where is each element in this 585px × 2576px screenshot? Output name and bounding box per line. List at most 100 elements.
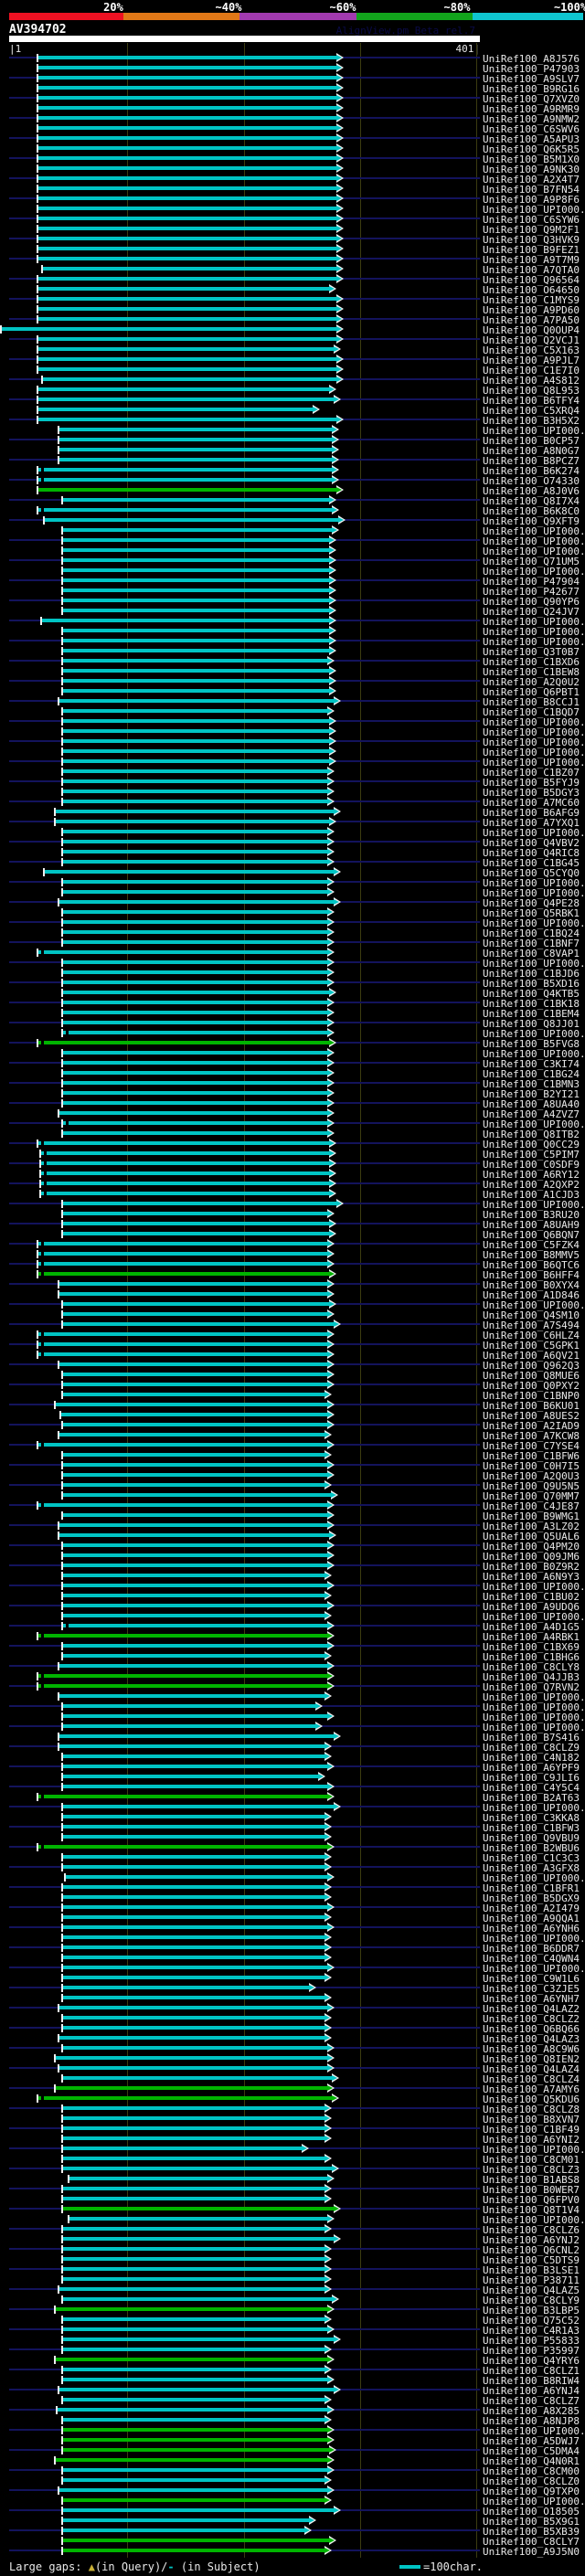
alignment-bar[interactable] bbox=[62, 1131, 327, 1135]
subject-label[interactable]: UniRef100_P38711 bbox=[483, 2274, 580, 2286]
subject-label[interactable]: UniRef100_C6SWV6 bbox=[483, 123, 580, 135]
alignment-bar[interactable] bbox=[62, 2207, 334, 2210]
alignment-bar[interactable] bbox=[62, 930, 327, 934]
subject-label[interactable]: UniRef100_C9JLI6 bbox=[483, 1772, 580, 1784]
alignment-bar[interactable] bbox=[62, 1463, 327, 1467]
subject-label[interactable]: UniRef100_Q4LAZ4 bbox=[483, 2063, 580, 2075]
subject-label[interactable]: UniRef100_UPI000.. bbox=[483, 425, 585, 437]
alignment-bar[interactable] bbox=[37, 1684, 327, 1688]
subject-label[interactable]: UniRef100_UPI000.. bbox=[483, 887, 585, 899]
alignment-bar[interactable] bbox=[62, 779, 327, 783]
alignment-bar[interactable] bbox=[37, 257, 336, 260]
subject-label[interactable]: UniRef100_Q4SM10 bbox=[483, 1309, 580, 1321]
alignment-bar[interactable] bbox=[62, 2106, 324, 2110]
alignment-bar[interactable] bbox=[37, 1262, 327, 1266]
alignment-bar[interactable] bbox=[62, 1966, 327, 1969]
alignment-bar[interactable] bbox=[44, 870, 334, 874]
alignment-bar[interactable] bbox=[62, 2327, 327, 2331]
alignment-bar[interactable] bbox=[62, 1453, 324, 1457]
subject-label[interactable]: UniRef100_B7FN54 bbox=[483, 184, 580, 196]
alignment-bar[interactable] bbox=[62, 1654, 324, 1658]
subject-label[interactable]: UniRef100_UPI000.. bbox=[483, 1581, 585, 1593]
alignment-bar[interactable] bbox=[37, 1443, 327, 1447]
alignment-bar[interactable] bbox=[1, 327, 336, 331]
subject-label[interactable]: UniRef100_A9SLV7 bbox=[483, 73, 580, 85]
subject-label[interactable]: UniRef100_C1BNF7 bbox=[483, 938, 580, 949]
alignment-bar[interactable] bbox=[62, 1061, 327, 1065]
subject-label[interactable]: UniRef100_C1BFW6 bbox=[483, 1450, 580, 1462]
alignment-bar[interactable] bbox=[62, 1584, 327, 1587]
alignment-bar[interactable] bbox=[62, 2508, 334, 2512]
alignment-bar[interactable] bbox=[58, 1664, 327, 1668]
alignment-bar[interactable] bbox=[62, 1905, 327, 1909]
subject-label[interactable]: UniRef100_Q5KDU6 bbox=[483, 2094, 580, 2105]
subject-label[interactable]: UniRef100_A6YNH6 bbox=[483, 1923, 580, 1935]
subject-label[interactable]: UniRef100_UPI000.. bbox=[483, 827, 585, 839]
alignment-bar[interactable] bbox=[62, 2016, 324, 2019]
alignment-bar[interactable] bbox=[62, 1996, 324, 1999]
subject-label[interactable]: UniRef100_P42677 bbox=[483, 586, 580, 598]
alignment-bar[interactable] bbox=[58, 2036, 324, 2040]
subject-label[interactable]: UniRef100_Q9VBU9 bbox=[483, 1832, 580, 1844]
alignment-bar[interactable] bbox=[55, 2086, 327, 2090]
subject-label[interactable]: UniRef100_B2WBU6 bbox=[483, 1842, 580, 1854]
alignment-bar[interactable] bbox=[62, 1564, 327, 1567]
subject-label[interactable]: UniRef100_A8J576 bbox=[483, 53, 580, 65]
alignment-bar[interactable] bbox=[37, 126, 336, 130]
subject-label[interactable]: UniRef100_UPI000.. bbox=[483, 535, 585, 547]
subject-label[interactable]: UniRef100_Q96564 bbox=[483, 274, 580, 286]
subject-label[interactable]: UniRef100_B6K274 bbox=[483, 465, 580, 477]
subject-label[interactable]: UniRef100_B5DGY3 bbox=[483, 787, 580, 799]
subject-label[interactable]: UniRef100_C1BJD6 bbox=[483, 968, 580, 980]
alignment-bar[interactable] bbox=[62, 2468, 327, 2472]
subject-label[interactable]: UniRef100_Q90YP6 bbox=[483, 596, 580, 608]
subject-label[interactable]: UniRef100_C8CLY9 bbox=[483, 2295, 580, 2306]
alignment-bar[interactable] bbox=[37, 287, 329, 291]
alignment-bar[interactable] bbox=[37, 387, 329, 391]
subject-label[interactable]: UniRef100_C8CLZ0 bbox=[483, 2475, 580, 2487]
alignment-bar[interactable] bbox=[62, 578, 329, 582]
alignment-bar[interactable] bbox=[37, 1352, 327, 1356]
alignment-bar[interactable] bbox=[62, 769, 327, 773]
alignment-bar[interactable] bbox=[37, 186, 336, 190]
alignment-bar[interactable] bbox=[41, 619, 329, 622]
alignment-bar[interactable] bbox=[62, 1001, 327, 1004]
alignment-bar[interactable] bbox=[37, 247, 336, 250]
alignment-bar[interactable] bbox=[58, 428, 332, 431]
subject-label[interactable]: UniRef100_B8PCZ7 bbox=[483, 455, 580, 467]
subject-label[interactable]: UniRef100_A8UA40 bbox=[483, 1098, 580, 1110]
subject-label[interactable]: UniRef100_C8CLY8 bbox=[483, 1661, 580, 1673]
alignment-bar[interactable] bbox=[42, 267, 336, 270]
subject-label[interactable]: UniRef100_C1BZ07 bbox=[483, 767, 580, 779]
subject-label[interactable]: UniRef100_C1BQ24 bbox=[483, 928, 580, 939]
subject-label[interactable]: UniRef100_UPI000.. bbox=[483, 1118, 585, 1130]
subject-label[interactable]: UniRef100_C8CLZ7 bbox=[483, 2395, 580, 2407]
subject-label[interactable]: UniRef100_UPI000.. bbox=[483, 1872, 585, 1884]
alignment-bar[interactable] bbox=[42, 377, 336, 381]
alignment-bar[interactable] bbox=[69, 2217, 327, 2221]
alignment-bar[interactable] bbox=[62, 1604, 327, 1607]
alignment-bar[interactable] bbox=[62, 528, 332, 532]
subject-label[interactable]: UniRef100_B0WER7 bbox=[483, 2184, 580, 2196]
alignment-bar[interactable] bbox=[37, 86, 336, 90]
subject-label[interactable]: UniRef100_UPI000.. bbox=[483, 2425, 585, 2437]
subject-label[interactable]: UniRef100_Q5UAL6 bbox=[483, 1531, 580, 1542]
subject-label[interactable]: UniRef100_A9QQA1 bbox=[483, 1913, 580, 1924]
alignment-bar[interactable] bbox=[37, 96, 336, 100]
alignment-bar[interactable] bbox=[58, 2066, 327, 2070]
subject-label[interactable]: UniRef100_A4ZVZ7 bbox=[483, 1108, 580, 1120]
subject-label[interactable]: UniRef100_A5APU3 bbox=[483, 133, 580, 145]
alignment-bar[interactable] bbox=[62, 1493, 331, 1497]
alignment-bar[interactable] bbox=[37, 156, 336, 160]
alignment-bar[interactable] bbox=[37, 317, 336, 321]
alignment-bar[interactable] bbox=[69, 2177, 327, 2180]
alignment-bar[interactable] bbox=[62, 2478, 324, 2482]
subject-label[interactable]: UniRef100_B5XB39 bbox=[483, 2526, 580, 2538]
alignment-bar[interactable] bbox=[37, 196, 336, 200]
subject-label[interactable]: UniRef100_UPI000.. bbox=[483, 1701, 585, 1713]
alignment-bar[interactable] bbox=[62, 830, 327, 833]
subject-label[interactable]: UniRef100_C8CLY7 bbox=[483, 2536, 580, 2548]
subject-label[interactable]: UniRef100_P47903 bbox=[483, 63, 580, 75]
alignment-bar[interactable] bbox=[62, 1825, 324, 1829]
subject-label[interactable]: UniRef100_A2X4T7 bbox=[483, 174, 580, 186]
